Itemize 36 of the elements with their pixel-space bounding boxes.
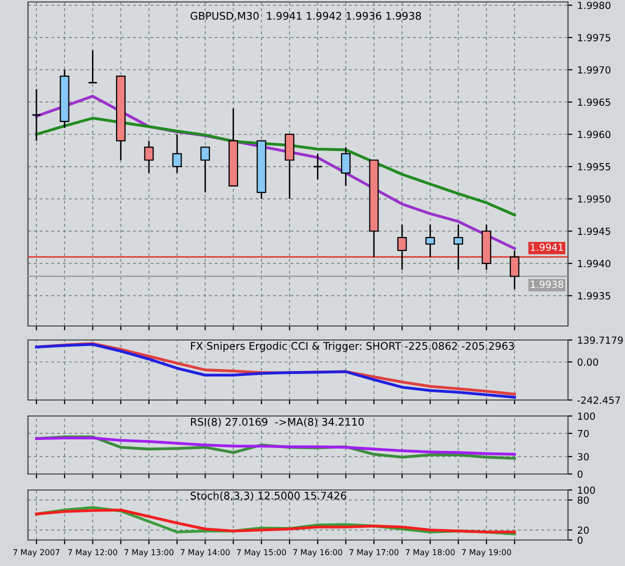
y-tick-label: 0 xyxy=(578,536,583,544)
x-tick-label: 7 May 15:00 xyxy=(237,549,286,557)
x-tick-label: 7 May 17:00 xyxy=(350,549,398,557)
x-tick-label: 7 May 16:00 xyxy=(293,549,342,557)
y-tick-label: 1.9950 xyxy=(578,195,610,203)
y-tick-label: 139.7179 xyxy=(578,336,623,344)
y-tick-label: 1.9955 xyxy=(578,163,610,170)
y-tick-label: 1.9960 xyxy=(578,130,610,138)
chart-title: FX Snipers Ergodic CCI & Trigger: SHORT -225.0862 -205.2963 xyxy=(191,342,514,352)
y-tick-label: 30 xyxy=(578,453,589,460)
y-tick-label: 1.9980 xyxy=(578,2,610,10)
y-tick-label: 1.9975 xyxy=(578,34,610,42)
y-tick-label: -242.457 xyxy=(578,396,620,404)
x-tick-label: 7 May 2007 xyxy=(13,549,60,557)
y-tick-label: 20 xyxy=(578,526,589,534)
y-tick-label: 1.9935 xyxy=(578,292,610,300)
ref-line-label: 1.9938 xyxy=(530,280,564,288)
y-tick-label: 1.9940 xyxy=(578,260,610,268)
chart-title: RSI(8) 27.0169 ->MA(8) 34.2110 xyxy=(191,418,364,428)
y-tick-label: 100 xyxy=(578,486,595,494)
ref-line-label: 1.9941 xyxy=(530,244,563,251)
y-tick-label: 80 xyxy=(578,496,589,504)
x-tick-label: 7 May 18:00 xyxy=(406,549,455,557)
x-tick-label: 7 May 13:00 xyxy=(124,549,174,557)
text: GBPUSD,M30 1.9941 1.9942 1.9936 1.9938 xyxy=(190,12,421,21)
chart-title: Stoch(8,3,3) 12.5000 15.7426 xyxy=(190,492,346,501)
x-tick-label: 7 May 14:00 xyxy=(180,549,230,557)
y-tick-label: 0.00 xyxy=(578,358,598,366)
y-tick-label: 1.9970 xyxy=(578,66,610,74)
y-tick-label: 1.9945 xyxy=(578,228,610,235)
y-tick-label: 100 xyxy=(578,412,595,420)
y-tick-label: 0 xyxy=(578,470,583,478)
y-tick-label: 70 xyxy=(578,430,589,438)
x-tick-label: 7 May 19:00 xyxy=(462,549,511,557)
x-tick-label: 7 May 12:00 xyxy=(68,549,118,557)
y-tick-label: 1.9965 xyxy=(578,98,610,106)
